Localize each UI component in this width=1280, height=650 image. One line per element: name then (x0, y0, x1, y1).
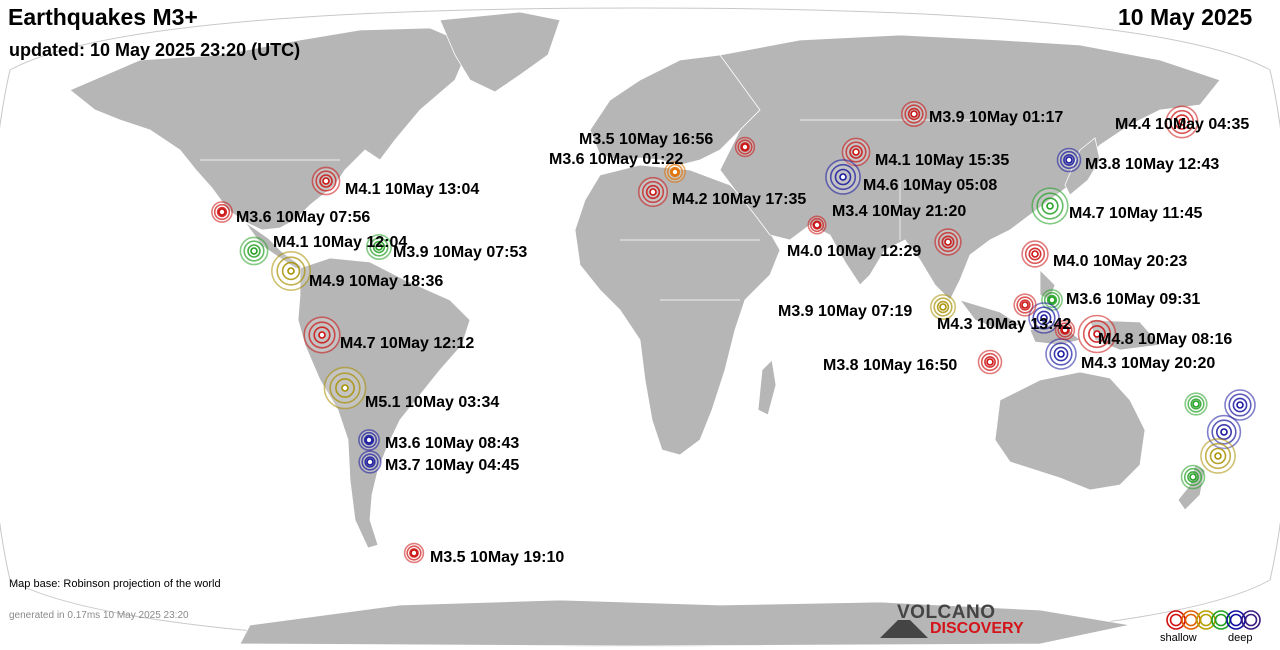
volcano-discovery-logo[interactable]: VOLCANO DISCOVERY (880, 602, 1040, 642)
quake-marker[interactable] (1045, 338, 1077, 370)
quake-label[interactable]: M4.3 10May 20:20 (1081, 355, 1216, 372)
land-madagascar (757, 359, 777, 416)
page-title: Earthquakes M3+ (8, 4, 198, 30)
quake-marker[interactable] (825, 159, 861, 195)
quake-marker[interactable] (734, 136, 756, 158)
quake-marker[interactable] (311, 166, 341, 196)
quake-label[interactable]: M4.1 10May 15:35 (875, 152, 1010, 169)
quake-marker[interactable] (664, 161, 686, 183)
quake-label[interactable]: M3.5 10May 16:56 (579, 131, 714, 148)
quake-marker[interactable] (841, 137, 871, 167)
land-australia (994, 371, 1146, 491)
quake-marker[interactable] (1077, 314, 1117, 354)
quake-label[interactable]: M4.2 10May 17:35 (672, 191, 807, 208)
land-greenland (439, 11, 561, 93)
land-europe (589, 54, 761, 166)
quake-marker[interactable] (807, 215, 827, 235)
quake-label[interactable]: M4.6 10May 05:08 (863, 177, 998, 194)
quake-label[interactable]: M4.8 10May 08:16 (1098, 331, 1233, 348)
logo-text-top: VOLCANO (897, 602, 996, 623)
quake-marker[interactable] (1031, 187, 1069, 225)
quake-marker[interactable] (403, 542, 425, 564)
quake-marker[interactable] (323, 366, 367, 410)
map-date: 10 May 2025 (1118, 4, 1253, 30)
legend-deep-label: deep (1228, 632, 1253, 644)
quake-label[interactable]: M3.9 10May 01:17 (929, 109, 1064, 126)
legend-depth-marker (1199, 613, 1213, 627)
quake-label[interactable]: M4.0 10May 20:23 (1053, 253, 1188, 270)
quake-label[interactable]: M3.6 10May 09:31 (1066, 291, 1201, 308)
depth-legend: shallow deep (1158, 606, 1278, 648)
quake-label[interactable]: M3.8 10May 12:43 (1085, 156, 1220, 173)
quake-marker[interactable] (270, 251, 311, 292)
legend-depth-marker (1214, 613, 1228, 627)
quake-marker[interactable] (1200, 438, 1236, 474)
quake-marker[interactable] (1054, 319, 1076, 341)
quake-label[interactable]: M3.8 10May 16:50 (823, 357, 958, 374)
quake-marker[interactable] (1180, 464, 1206, 490)
quake-label[interactable]: M4.4 10May 04:35 (1115, 116, 1250, 133)
updated-timestamp: updated: 10 May 2025 23:20 (UTC) (9, 40, 301, 60)
quake-label[interactable]: M3.5 10May 19:10 (430, 549, 565, 566)
quake-marker[interactable] (239, 236, 269, 266)
quake-markers (211, 101, 1256, 564)
quake-label[interactable]: M4.7 10May 11:45 (1069, 205, 1203, 222)
quake-marker[interactable] (637, 176, 669, 208)
country-borders (200, 119, 1000, 301)
quake-label[interactable]: M4.9 10May 18:36 (309, 273, 444, 290)
map-base-note: Map base: Robinson projection of the wor… (9, 578, 221, 590)
quake-label[interactable]: M4.0 10May 12:29 (787, 243, 922, 260)
land-south-america (297, 257, 471, 549)
quake-label[interactable]: M3.4 10May 21:20 (832, 203, 967, 220)
quake-marker[interactable] (1028, 302, 1060, 334)
quake-label[interactable]: M4.1 10May 13:04 (345, 181, 480, 198)
quake-marker[interactable] (365, 234, 392, 261)
quake-marker[interactable] (211, 201, 233, 223)
legend-depth-marker (1184, 613, 1198, 627)
quake-marker[interactable] (1224, 389, 1256, 421)
quake-marker[interactable] (1021, 240, 1049, 268)
quake-marker[interactable] (358, 450, 382, 474)
legend-depth-marker (1229, 613, 1243, 627)
quake-label[interactable]: M3.9 10May 07:19 (778, 303, 913, 320)
land-japan (1064, 137, 1101, 196)
volcano-icon (880, 620, 928, 638)
quake-marker[interactable] (1165, 105, 1199, 139)
land-asia (719, 34, 1221, 301)
quake-label[interactable]: M4.1 10May 12:04 (273, 234, 408, 251)
quake-label[interactable]: M3.6 10May 08:43 (385, 435, 520, 452)
quake-marker[interactable] (1013, 293, 1037, 317)
quake-label[interactable]: M5.1 10May 03:34 (365, 394, 500, 411)
logo-text-bottom: DISCOVERY (930, 620, 1024, 637)
quake-marker[interactable] (929, 293, 956, 320)
quake-label[interactable]: M3.7 10May 04:45 (385, 457, 520, 474)
quake-marker[interactable] (977, 349, 1003, 375)
quake-marker[interactable] (1056, 147, 1082, 173)
quake-marker[interactable] (358, 429, 380, 451)
quake-marker[interactable] (900, 101, 927, 128)
quake-label[interactable]: M4.7 10May 12:12 (340, 335, 475, 352)
quake-label[interactable]: M4.3 10May 13:42 (937, 316, 1072, 333)
legend-depth-marker (1244, 613, 1258, 627)
quake-label[interactable]: M3.6 10May 01:22 (549, 151, 684, 168)
depth-legend-icons (1166, 610, 1261, 630)
quake-label[interactable]: M3.6 10May 07:56 (236, 209, 371, 226)
quake-marker[interactable] (1206, 414, 1242, 450)
quake-marker[interactable] (1184, 392, 1208, 416)
legend-depth-marker (1241, 610, 1261, 630)
quake-marker[interactable] (934, 228, 962, 256)
quake-label[interactable]: M3.9 10May 07:53 (393, 244, 528, 261)
quake-marker[interactable] (303, 316, 341, 354)
legend-shallow-label: shallow (1160, 632, 1197, 644)
generated-note: generated in 0.17ms 10 May 2025 23:20 (9, 610, 189, 621)
legend-depth-marker (1169, 613, 1183, 627)
